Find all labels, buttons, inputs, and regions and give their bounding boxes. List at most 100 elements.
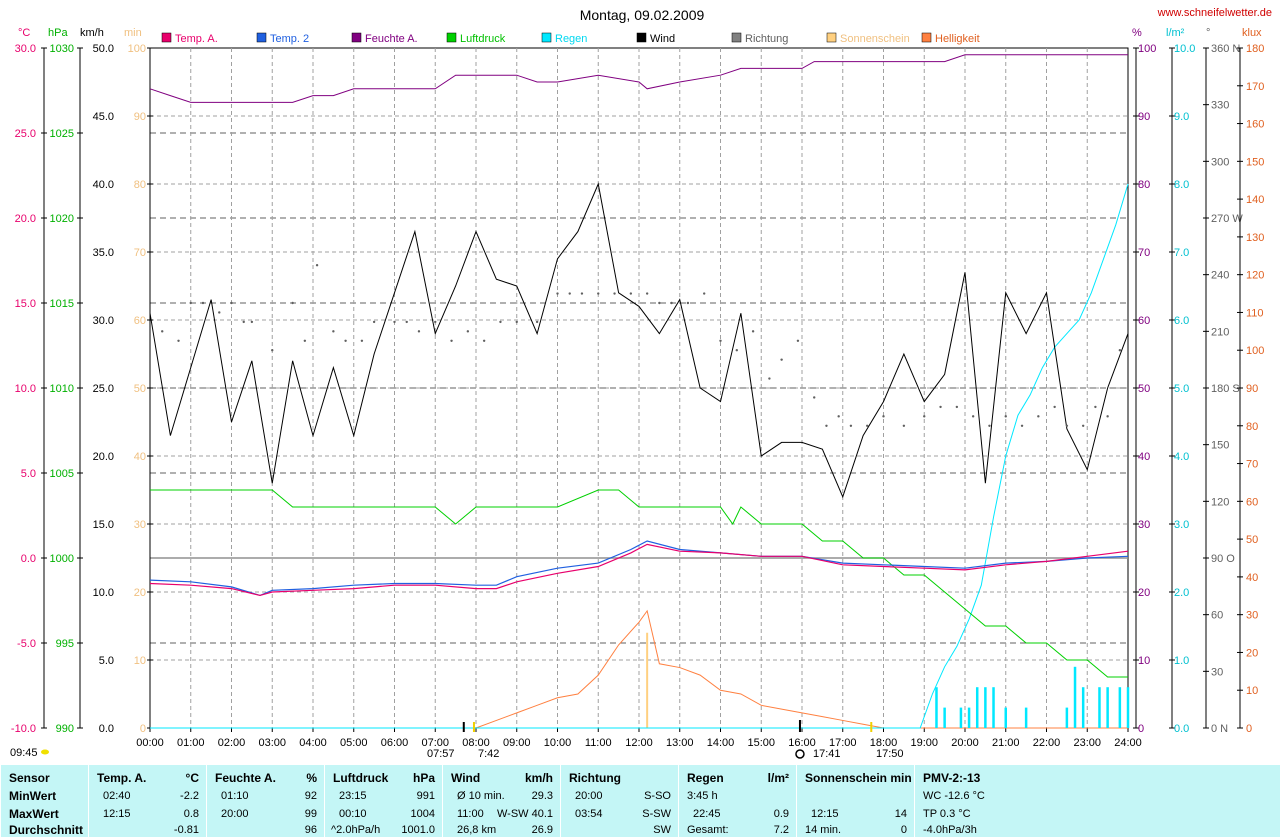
pct-axis-label: 10 — [1138, 655, 1150, 667]
stats-unit: km/h — [524, 771, 553, 785]
temp-axis-label: 25.0 — [15, 128, 36, 140]
series-richtung-point — [230, 301, 233, 305]
x-tick-label: 02:00 — [218, 737, 246, 749]
series-richtung-point — [1118, 349, 1122, 352]
x-tick-label: 19:00 — [910, 737, 938, 749]
series-richtung-point — [658, 301, 661, 305]
kmh-axis-label: 45.0 — [93, 111, 114, 123]
x-tick-label: 07:00 — [421, 737, 449, 749]
stats-time: 20:00 — [221, 808, 249, 820]
weather-chart: Montag, 09.02.2009 www.schneifelwetter.d… — [10, 7, 1272, 760]
rain-axis-label: 9.0 — [1174, 111, 1189, 123]
kmh-axis-label: 50.0 — [93, 43, 114, 55]
deg-axis-label: 210 — [1211, 326, 1229, 338]
stats-header: Sonnenschein min — [805, 771, 912, 785]
rain-axis-label: 3.0 — [1174, 519, 1189, 531]
legend-swatch — [161, 32, 172, 43]
sun-icon — [41, 749, 49, 755]
stats-col-rain: Regen l/m² 3:45 h 22:45 0.9 Gesamt: 7.2 — [678, 765, 797, 837]
stats-value: S-SO — [644, 790, 671, 802]
hpa-axis-label: 1025 — [50, 128, 74, 140]
series-richtung-point — [466, 330, 470, 333]
x-tick-label: 12:00 — [625, 737, 653, 749]
x-tick-label: 00:00 — [136, 737, 164, 749]
rain-axis-label: 2.0 — [1174, 587, 1189, 599]
series-richtung-point — [482, 339, 486, 342]
series-richtung-point — [344, 339, 347, 342]
series-richtung-point — [796, 339, 800, 342]
series-layer — [149, 54, 1130, 729]
unit-min: min — [124, 27, 142, 39]
klux-axis-label: 30 — [1246, 610, 1258, 622]
pct-axis-label: 0 — [1138, 723, 1144, 735]
x-tick-label: 22:00 — [1033, 737, 1061, 749]
klux-axis-label: 120 — [1246, 270, 1264, 282]
series-richtung-point — [1065, 424, 1069, 427]
klux-axis-label: 20 — [1246, 647, 1258, 659]
stats-value: 96 — [304, 824, 317, 836]
stats-value: -4.0hPa/3h — [923, 824, 977, 836]
legend-swatch — [541, 32, 552, 43]
series-richtung-point — [161, 330, 164, 333]
min-axis-label: 40 — [134, 451, 146, 463]
website-label[interactable]: www.schneifelwetter.de — [1157, 7, 1272, 19]
legend-label: Richtung — [745, 33, 788, 45]
series-richtung-point — [535, 320, 539, 324]
legend-label: Temp. 2 — [270, 33, 309, 45]
series-regen — [150, 183, 1129, 729]
klux-axis-label: 90 — [1246, 383, 1258, 395]
legend-swatch — [256, 32, 267, 43]
x-tick-label: 20:00 — [951, 737, 979, 749]
legend-swatch — [351, 32, 362, 43]
series-temp2 — [149, 540, 1129, 597]
x-tick-label: 14:00 — [707, 737, 735, 749]
stats-header: Temp. A. — [97, 771, 147, 785]
rain-axis-label: 6.0 — [1174, 315, 1189, 327]
stats-header: Feuchte A. — [215, 771, 276, 785]
x-tick-label: 04:00 — [299, 737, 327, 749]
stats-value: 40.1 — [531, 808, 553, 820]
y-axes: 30.025.020.015.010.05.00.0-5.0-10.010301… — [11, 43, 1264, 735]
stats-col-sunshine: Sonnenschein min 12:15 14 14 min. 0 — [796, 765, 915, 837]
series-feuchte — [149, 54, 1128, 103]
x-tick-label: 17:00 — [829, 737, 857, 749]
x-tick-label: 16:00 — [788, 737, 816, 749]
stats-trend: ^2.0hPa/h — [331, 824, 381, 836]
temp-axis-label: -10.0 — [11, 723, 36, 735]
legend-label: Helligkeit — [935, 33, 980, 45]
stats-value: 14 — [894, 808, 907, 820]
pct-axis-label: 50 — [1138, 383, 1150, 395]
klux-axis-label: 160 — [1246, 119, 1264, 131]
series-richtung-point — [882, 415, 885, 418]
pct-axis-label: 40 — [1138, 451, 1150, 463]
series-richtung-point — [719, 339, 722, 342]
stats-value: TP 0.3 °C — [923, 808, 971, 820]
deg-axis-label: 240 — [1211, 270, 1229, 282]
series-richtung-point — [499, 320, 502, 324]
stats-row-label: Durchschnitt — [9, 823, 84, 837]
series-richtung-point — [189, 301, 192, 305]
annotations: 09:45 07:57 7:42 17:41 17:50 — [10, 720, 904, 760]
min-axis-label: 10 — [134, 655, 146, 667]
klux-axis-label: 180 — [1246, 43, 1264, 55]
legend-label: Sonnenschein — [840, 33, 910, 45]
series-richtung-point — [315, 264, 319, 267]
series-richtung-point — [735, 349, 738, 352]
series-richtung-point — [303, 339, 307, 342]
stats-unit: °C — [185, 771, 199, 785]
min-axis-label: 50 — [134, 383, 146, 395]
stats-value: 99 — [304, 808, 317, 820]
chart-title: Montag, 09.02.2009 — [580, 7, 705, 23]
x-tick-label: 10:00 — [544, 737, 572, 749]
x-tick-label: 15:00 — [747, 737, 775, 749]
stats-time: 20:00 — [575, 790, 603, 802]
series-richtung-point — [955, 405, 959, 409]
unit-klux: klux — [1242, 27, 1262, 39]
series-richtung-point — [1020, 424, 1024, 427]
hpa-axis-label: 990 — [56, 723, 74, 735]
stats-value: 92 — [304, 790, 317, 802]
series-richtung-point — [1004, 415, 1007, 418]
series-richtung-point — [405, 320, 408, 324]
deg-axis-label: 150 — [1211, 440, 1229, 452]
stats-time: 22:45 — [693, 808, 721, 820]
